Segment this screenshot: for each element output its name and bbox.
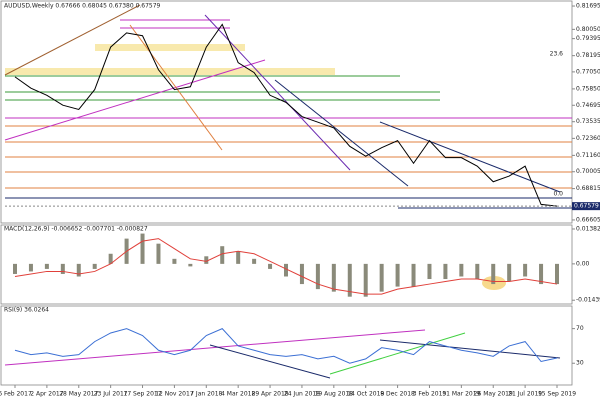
y-tick-label: 0.79395: [576, 35, 600, 42]
bar: [427, 263, 432, 280]
y-tick-label: 0.013821: [576, 225, 600, 232]
drawing-line: [4, 4, 141, 76]
drawing-line: [329, 332, 466, 375]
last-price-label: 0.67579: [574, 203, 599, 210]
macd-title: MACD(12,26,9) -0.006652 -0.007701 -0.000…: [4, 226, 148, 233]
x-tick-label: 28 May 2017: [59, 391, 98, 398]
bar: [44, 263, 49, 269]
bar: [475, 263, 480, 280]
bar: [411, 263, 416, 287]
y-tick-label: 0.68815: [576, 185, 600, 192]
x-tick-label: 31 Mar 2019: [442, 391, 480, 398]
bar: [236, 251, 241, 264]
bar: [140, 233, 145, 264]
data-line: [14, 328, 558, 364]
bar: [363, 263, 368, 297]
bar: [331, 263, 336, 292]
y-tick-label: 70: [576, 325, 584, 332]
bar: [555, 263, 559, 285]
y-tick-label: -0.014396: [576, 297, 600, 304]
x-tick-label: 14 Oct 2018: [347, 391, 384, 398]
y-tick-label: 30: [576, 360, 584, 367]
bar: [28, 263, 33, 272]
x-tick-label: 9 Dec 2018: [380, 391, 415, 398]
bar: [188, 263, 193, 267]
y-tick-label: 0.75850: [576, 85, 600, 92]
bar: [347, 263, 352, 297]
y-tick-label: 0.00: [576, 260, 590, 267]
zone: [5, 68, 335, 75]
bar: [315, 263, 320, 290]
y-tick-label: 0.80050: [576, 26, 600, 33]
x-tick-label: 4 Mar 2018: [221, 391, 255, 398]
bar: [395, 263, 400, 287]
x-tick-label: 29 Apr 2018: [252, 391, 289, 398]
y-tick-label: 0.70005: [576, 168, 600, 175]
x-tick-label: 26 May 2019: [474, 391, 513, 398]
bar: [523, 263, 528, 277]
x-tick-label: 23 Jul 2017: [94, 391, 128, 398]
x-tick-label: 19 Aug 2018: [315, 391, 354, 398]
bar: [268, 263, 273, 269]
y-tick-label: 0.73535: [576, 118, 600, 125]
bar: [76, 263, 81, 277]
annotation: 23.6: [550, 51, 564, 58]
x-tick-label: 7 Jan 2018: [190, 391, 222, 398]
bar: [108, 253, 113, 264]
drawing-line: [129, 24, 223, 151]
bar: [13, 263, 17, 274]
x-tick-label: 6 Feb 2017: [0, 391, 32, 398]
bar: [60, 263, 65, 274]
x-tick-label: 24 Jun 2018: [284, 391, 320, 398]
x-tick-label: 2 Apr 2017: [30, 391, 63, 398]
y-tick-label: 0.78195: [576, 52, 600, 59]
annotation: 0.0: [553, 191, 563, 198]
y-tick-label: 0.72360: [576, 135, 600, 142]
bar: [204, 256, 209, 264]
bar: [172, 258, 177, 264]
bar: [299, 263, 304, 285]
macd-panel: [0, 224, 573, 305]
bar: [443, 263, 448, 280]
drawings: [4, 4, 572, 379]
rsi-title: RSI(9) 36.0264: [4, 307, 49, 314]
x-tick-label: 3 Feb 2019: [413, 391, 447, 398]
bar: [459, 263, 464, 277]
drawing-line: [209, 344, 331, 379]
last-price-box: [572, 202, 600, 211]
bar: [539, 263, 544, 285]
rsi-panel: [0, 305, 573, 386]
bar: [252, 258, 257, 264]
drawing-line: [379, 121, 561, 193]
bar: [379, 263, 384, 292]
drawing-line: [274, 79, 409, 187]
bar: [491, 263, 496, 285]
drawing-line: [379, 339, 561, 359]
y-tick-label: 0.66605: [576, 216, 600, 223]
price-panel: [0, 0, 573, 224]
price-title: AUDUSD,Weekly 0.67666 0.68045 0.67380 0.…: [4, 3, 161, 10]
x-tick-label: 21 Jul 2019: [508, 391, 542, 398]
y-tick-label: 0.77050: [576, 68, 600, 75]
bar: [92, 263, 97, 269]
y-tick-label: 0.71160: [576, 152, 600, 159]
data-line: [14, 23, 558, 207]
bar: [156, 243, 161, 264]
bar: [220, 246, 225, 264]
bar: [507, 263, 512, 282]
signal-line: [14, 238, 558, 295]
drawing-line: [4, 329, 426, 366]
y-tick-label: 0.74695: [576, 102, 600, 109]
x-tick-label: 15 Sep 2019: [538, 391, 576, 398]
y-tick-label: 0.81695: [576, 3, 600, 10]
drawing-line: [4, 59, 266, 141]
x-tick-label: 17 Sep 2017: [124, 391, 162, 398]
x-tick-label: 12 Nov 2017: [155, 391, 194, 398]
bar: [284, 263, 288, 277]
zone: [95, 44, 245, 51]
